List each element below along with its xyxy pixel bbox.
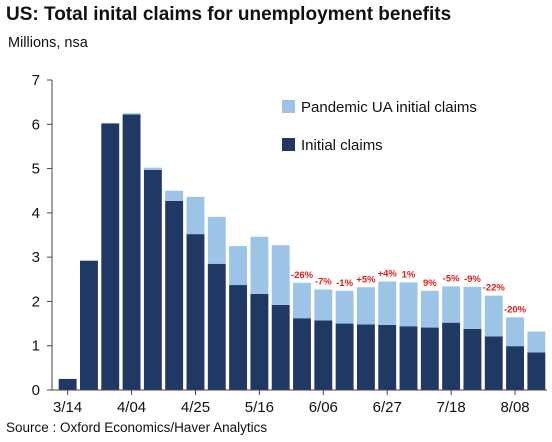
chart: 0 1 2 3 4 5 6 7 3/14 4/04 4/25 5/16 6/06 6/27 7/18 8/0…: [32, 72, 547, 416]
legend-swatch: [282, 100, 295, 113]
bar-pandemic-ua: [271, 245, 290, 305]
bar-pandemic-ua: [250, 236, 269, 294]
bar-initial-claims: [378, 324, 397, 390]
bar-initial-claims: [506, 346, 524, 390]
bar-initial-claims: [442, 322, 461, 390]
bar-initial-claims: [101, 123, 120, 391]
legend: Pandemic UA initial claims Initial claims: [282, 99, 477, 154]
bar-pandemic-ua: [229, 246, 248, 286]
bar-pandemic-ua: [378, 281, 397, 325]
bar-pandemic-ua: [293, 282, 311, 319]
bar-initial-claims: [186, 234, 205, 390]
bar-initial-claims: [207, 263, 226, 390]
pct-change-label: -5%: [443, 273, 460, 284]
pct-change-label: -20%: [504, 304, 527, 315]
y-axis: 0 1 2 3 4 5 6 7: [32, 72, 53, 399]
bar-pandemic-ua: [207, 216, 226, 264]
x-axis: 3/14 4/04 4/25 5/16 6/06 6/27 7/18 8/08: [52, 389, 547, 416]
chart-title: US: Total inital claims for unemployment…: [6, 4, 452, 25]
pct-change-label: -1%: [336, 278, 353, 289]
x-tick-label: 7/18: [437, 399, 466, 416]
annotations-layer: -26%-7% -1% +5%+4% 1% 9% -5% -9%-22% -20%: [291, 269, 527, 316]
legend-label: Pandemic UA initial claims: [301, 99, 477, 116]
pct-change-label: -26%: [291, 270, 314, 281]
bar-pandemic-ua: [506, 317, 524, 347]
pct-change-label: -9%: [464, 274, 481, 285]
x-tick-label: 8/08: [500, 399, 529, 416]
bar-initial-claims: [58, 378, 77, 390]
chart-subtitle: Millions, nsa: [8, 35, 88, 51]
bar-pandemic-ua: [165, 190, 184, 201]
chart-source: Source : Oxford Economics/Haver Analytic…: [6, 420, 268, 435]
bar-initial-claims: [165, 200, 184, 390]
bar-initial-claims: [80, 260, 98, 390]
x-tick-label: 6/06: [309, 399, 338, 416]
bar-initial-claims: [420, 327, 439, 390]
x-tick-label: 5/16: [245, 399, 274, 416]
bar-initial-claims: [484, 336, 503, 390]
bar-initial-claims: [250, 293, 269, 390]
bar-pandemic-ua: [335, 290, 354, 324]
x-tick-label: 4/25: [181, 399, 210, 416]
bar-pandemic-ua: [143, 167, 162, 170]
legend-swatch: [282, 138, 295, 151]
bar-initial-claims: [143, 169, 162, 390]
bar-initial-claims: [399, 326, 418, 390]
bar-pandemic-ua: [186, 196, 205, 235]
pct-change-label: +4%: [378, 269, 398, 280]
bar-pandemic-ua: [399, 282, 418, 327]
y-tick-label: 7: [32, 72, 40, 89]
x-tick-label: 6/27: [373, 399, 402, 416]
pct-change-label: 9%: [423, 278, 437, 289]
bar-initial-claims: [271, 304, 290, 390]
y-tick-label: 2: [32, 293, 40, 310]
bar-pandemic-ua: [463, 286, 482, 329]
bar-initial-claims: [229, 285, 248, 390]
y-tick-label: 3: [32, 249, 40, 266]
bar-initial-claims: [335, 323, 354, 390]
bar-initial-claims: [356, 324, 375, 390]
y-tick-label: 6: [32, 116, 40, 133]
pct-change-label: 1%: [402, 269, 416, 280]
bar-pandemic-ua: [314, 289, 333, 321]
bars-layer: [58, 113, 546, 391]
bar-pandemic-ua: [484, 295, 503, 337]
y-tick-label: 4: [32, 205, 40, 222]
bar-pandemic-ua: [527, 331, 546, 353]
pct-change-label: +5%: [356, 274, 376, 285]
bar-pandemic-ua: [356, 287, 375, 325]
bar-initial-claims: [122, 114, 141, 391]
bar-pandemic-ua: [442, 286, 461, 323]
x-tick-label: 3/14: [53, 399, 82, 416]
bar-initial-claims: [463, 328, 482, 390]
legend-label: Initial claims: [301, 137, 383, 154]
y-tick-label: 0: [32, 382, 40, 399]
x-tick-label: 4/04: [117, 399, 146, 416]
bar-pandemic-ua: [420, 290, 439, 328]
pct-change-label: -7%: [315, 276, 332, 287]
bar-initial-claims: [314, 320, 333, 390]
y-tick-label: 1: [32, 338, 40, 355]
bar-pandemic-ua: [122, 113, 141, 115]
bar-initial-claims: [527, 352, 546, 390]
bar-initial-claims: [293, 318, 311, 390]
y-tick-label: 5: [32, 161, 40, 178]
pct-change-label: -22%: [483, 283, 506, 294]
